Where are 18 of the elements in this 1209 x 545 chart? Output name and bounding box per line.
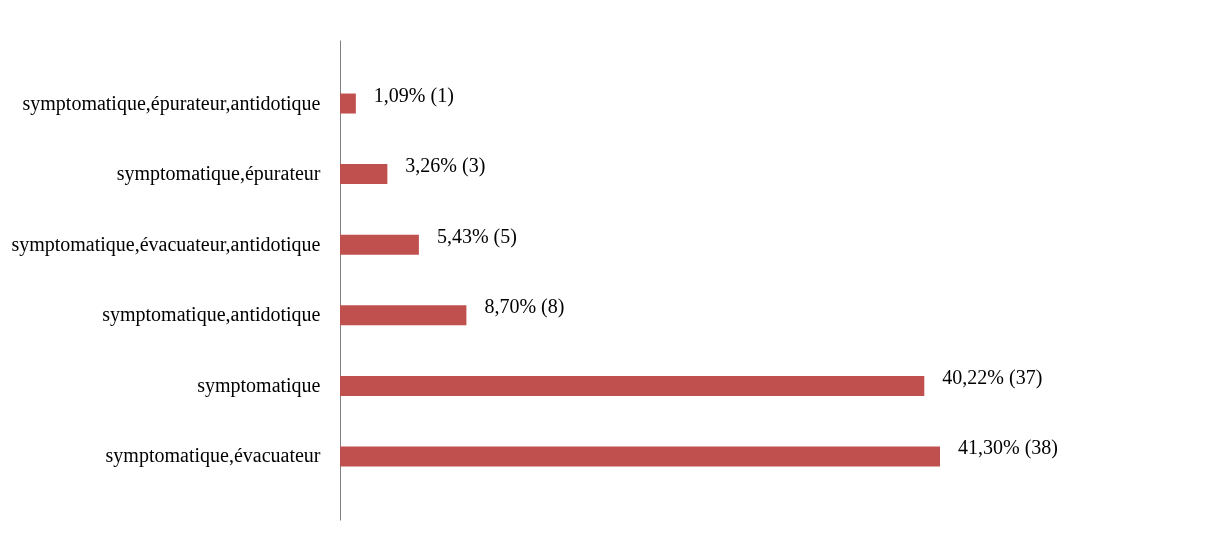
bar — [340, 164, 388, 185]
y-tick-label: symptomatique,épurateur,antidotique — [22, 91, 321, 115]
y-tick-label: symptomatique,épurateur — [116, 162, 321, 186]
data-label: 3,26% (3) — [405, 154, 486, 178]
bar — [340, 446, 940, 467]
data-label: 5,43% (5) — [436, 224, 517, 248]
data-label: 41,30% (38) — [958, 436, 1058, 460]
bar — [340, 375, 925, 396]
data-label: 8,70% (8) — [484, 295, 565, 319]
y-tick-label: symptomatique,évacuateur — [105, 444, 321, 468]
bar — [340, 93, 356, 114]
data-label: 1,09% (1) — [373, 83, 454, 107]
data-label: 40,22% (37) — [942, 365, 1043, 389]
y-tick-label: symptomatique — [197, 373, 321, 397]
y-tick-label: symptomatique,antidotique — [102, 303, 321, 327]
y-tick-label: symptomatique,évacuateur,antidotique — [11, 232, 321, 256]
bar — [340, 305, 467, 326]
bar — [340, 234, 419, 255]
